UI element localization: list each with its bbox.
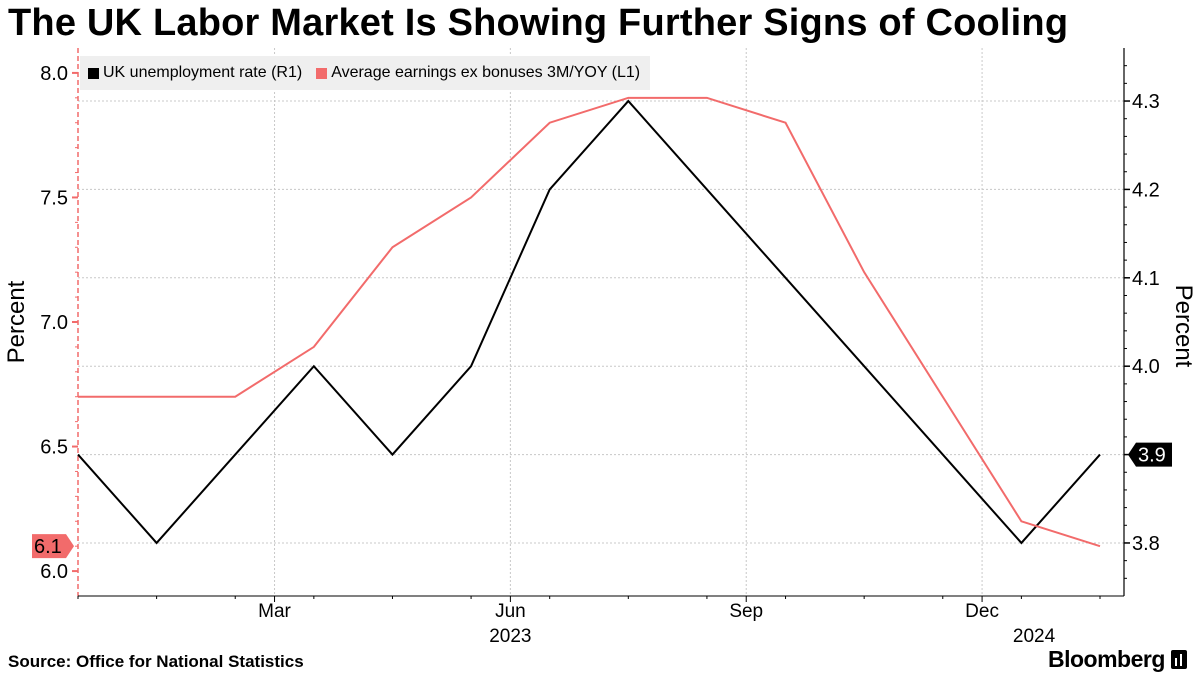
right-tick-label: 4.0 [1132, 356, 1160, 378]
legend-swatch-earnings [316, 67, 328, 79]
chart-title: The UK Labor Market Is Showing Further S… [8, 2, 1069, 44]
left-axis-title: Percent [3, 280, 30, 363]
series-line-earnings [78, 96, 1101, 548]
right-tick-label: 3.8 [1132, 533, 1160, 555]
legend-label-earnings: Average earnings ex bonuses 3M/YOY (L1) [331, 64, 641, 81]
left-tick-label: 8.0 [40, 63, 68, 85]
legend-label-unemployment: UK unemployment rate (R1) [103, 64, 303, 81]
bloomberg-chart-icon [1170, 650, 1187, 669]
left-tick-label: 7.5 [40, 187, 68, 209]
left-tick-label: 7.0 [40, 312, 68, 334]
right-axis-title: Percent [1170, 285, 1197, 368]
last-value-tag-earnings [32, 534, 74, 559]
last-value-tag-unemployment [1128, 442, 1172, 467]
legend-swatch-unemployment [88, 67, 99, 79]
source-note: Source: Office for National Statistics [8, 652, 304, 671]
right-tick-label: 4.1 [1132, 268, 1160, 290]
x-tick-label: Jun [495, 601, 526, 622]
x-year-label: 2024 [1013, 626, 1056, 647]
last-value-label-earnings: 6.1 [34, 536, 62, 558]
series-line-unemployment [77, 99, 1101, 545]
legend-item-earnings: Average earnings ex bonuses 3M/YOY (L1) [316, 64, 640, 82]
right-tick-label: 4.2 [1132, 179, 1160, 201]
brand-name: Bloomberg [1048, 646, 1165, 672]
left-tick-label: 6.0 [40, 561, 68, 583]
x-tick-label: Mar [258, 601, 291, 622]
x-tick-label: Dec [965, 601, 999, 622]
brand-logo: Bloomberg [1048, 646, 1187, 673]
left-tick-label: 6.5 [40, 437, 68, 459]
x-tick-label: Sep [729, 601, 763, 622]
right-tick-label: 4.3 [1132, 91, 1160, 113]
legend: UK unemployment rate (R1) Average earnin… [80, 56, 651, 90]
last-value-label-unemployment: 3.9 [1138, 445, 1166, 467]
legend-item-unemployment: UK unemployment rate (R1) [88, 64, 302, 82]
x-year-label: 2023 [489, 626, 531, 647]
